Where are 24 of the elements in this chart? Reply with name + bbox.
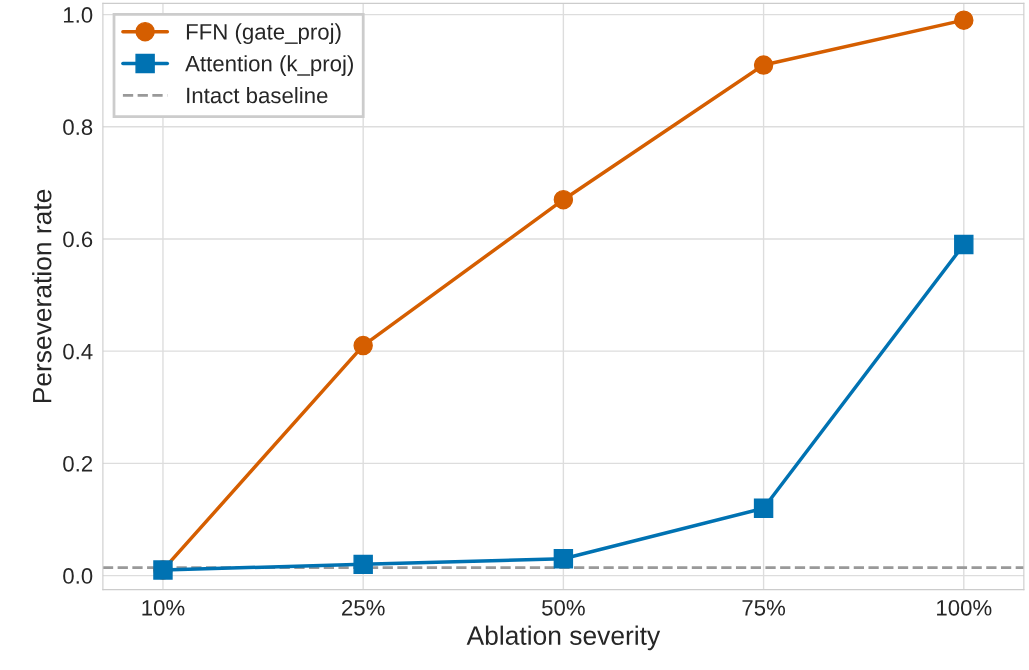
y-tick-label: 0.2 — [63, 455, 93, 472]
y-tick-label: 0.0 — [63, 568, 93, 584]
point — [353, 554, 373, 575]
x-tick-label: 50% — [542, 599, 585, 616]
x-tick-label: 75% — [742, 600, 786, 616]
x-tick-label: 100% — [937, 599, 992, 616]
y-tick-label: 0.8 — [63, 119, 93, 136]
y-tick-label: 1.0 — [63, 7, 93, 23]
point — [954, 10, 974, 30]
y-tick-label: 0.6 — [63, 231, 93, 248]
point — [553, 189, 574, 210]
x-tick-label: 25% — [342, 599, 385, 616]
legend-label: Intact baseline — [187, 87, 328, 104]
point — [553, 549, 574, 569]
point — [753, 55, 774, 75]
point — [753, 498, 774, 518]
y-axis-title: Perseveration rate — [32, 189, 52, 403]
point — [954, 234, 974, 255]
x-axis-title: Ablation severity — [466, 625, 661, 651]
point — [353, 335, 373, 356]
y-tick-label: 0.4 — [63, 343, 93, 360]
legend-label: FFN (gate_proj) — [186, 23, 341, 45]
legend-label: Attention (k_proj) — [185, 55, 353, 76]
x-tick-label: 10% — [142, 599, 185, 616]
